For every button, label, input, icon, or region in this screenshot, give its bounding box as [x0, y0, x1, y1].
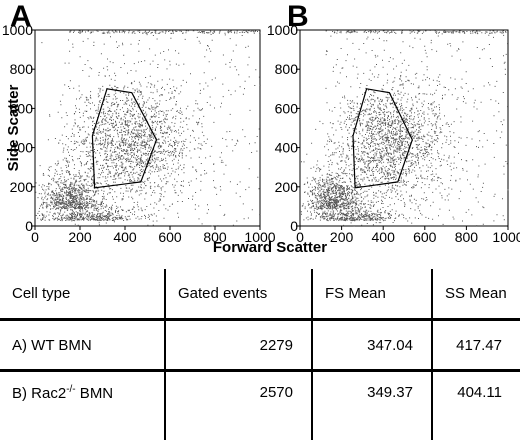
- row-gated-events: 2570: [165, 371, 312, 440]
- panel-letter-a: A: [10, 0, 32, 33]
- y-tick-label: 400: [275, 140, 299, 156]
- x-axis-title: Forward Scatter: [213, 239, 327, 256]
- row-ss-mean: 417.47: [432, 320, 520, 371]
- y-tick-label: 0: [290, 218, 298, 234]
- genotype-superscript: -/-: [66, 384, 75, 395]
- row-cell-type: A) WT BMN: [0, 320, 165, 371]
- y-tick-label: 200: [275, 179, 299, 195]
- x-tick-label: 800: [455, 229, 479, 245]
- table-row: A) WT BMN 2279 347.04 417.47: [0, 320, 520, 371]
- header-gated-events: Gated events: [165, 269, 312, 320]
- cell-type-text: B) Rac2: [12, 385, 66, 402]
- x-tick-label: 400: [372, 229, 396, 245]
- y-tick-label: 800: [10, 61, 34, 77]
- row-cell-type: B) Rac2-/- BMN: [0, 371, 165, 440]
- row-ss-mean: 404.11: [432, 371, 520, 440]
- header-fs-mean: FS Mean: [312, 269, 432, 320]
- scatter-point-cloud: [301, 30, 509, 227]
- cell-type-suffix: BMN: [76, 385, 114, 402]
- scatter-points-b: [301, 30, 509, 227]
- x-tick-label: 200: [330, 229, 354, 245]
- x-tick-label: 1000: [492, 229, 520, 245]
- x-tick-label: 600: [413, 229, 437, 245]
- header-ss-mean: SS Mean: [432, 269, 520, 320]
- row-fs-mean: 347.04: [312, 320, 432, 371]
- y-tick-label: 200: [10, 179, 34, 195]
- x-tick-label: 200: [68, 229, 92, 245]
- table-header-row: Cell type Gated events FS Mean SS Mean: [0, 269, 520, 320]
- y-tick-label: 800: [275, 61, 299, 77]
- scatter-points-a: [35, 30, 261, 227]
- cell-type-text: A) WT BMN: [12, 337, 92, 354]
- x-tick-label: 400: [113, 229, 137, 245]
- row-gated-events: 2279: [165, 320, 312, 371]
- x-tick-label: 600: [158, 229, 182, 245]
- header-cell-type: Cell type: [0, 269, 165, 320]
- row-fs-mean: 349.37: [312, 371, 432, 440]
- y-tick-label: 600: [275, 100, 299, 116]
- table-row: B) Rac2-/- BMN 2570 349.37 404.11: [0, 371, 520, 440]
- summary-table: Cell type Gated events FS Mean SS Mean A…: [0, 269, 520, 440]
- y-tick-label: 0: [25, 218, 33, 234]
- y-axis-title: Side Scatter: [5, 84, 22, 171]
- scatter-point-cloud: [35, 30, 261, 227]
- panel-letter-b: B: [287, 0, 309, 33]
